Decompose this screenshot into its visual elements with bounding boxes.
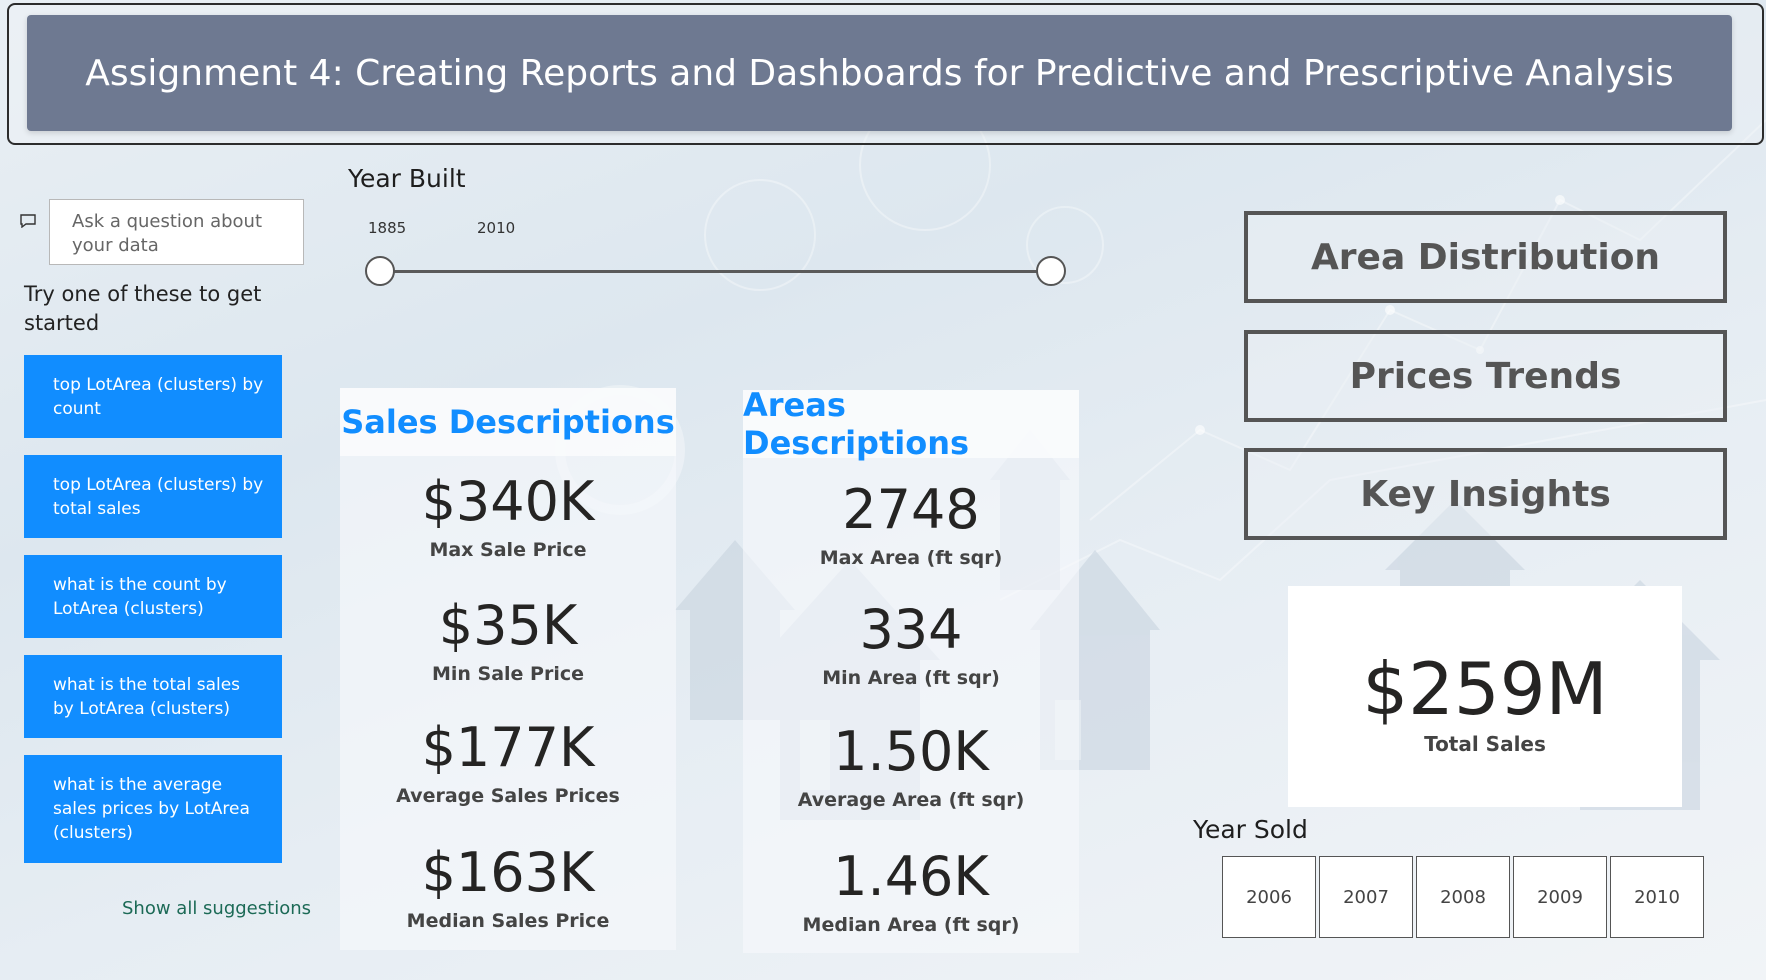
areas-descriptions-title: Areas Descriptions [743, 386, 1079, 462]
kpi-value: 1.46K [833, 845, 989, 908]
areas-descriptions-card: Areas Descriptions 2748 Max Area (ft sqr… [743, 386, 1079, 953]
kpi-label: Min Sale Price [431, 663, 585, 685]
kpi-max-area: 2748 Max Area (ft sqr) [743, 478, 1079, 570]
sales-descriptions-title: Sales Descriptions [340, 388, 676, 456]
kpi-label: Max Area (ft sqr) [819, 547, 1003, 569]
qa-suggestion-button[interactable]: what is the count by LotArea (clusters) [24, 555, 282, 638]
qa-prompt-text: Try one of these to get started [24, 282, 262, 335]
key-insights-button[interactable]: Key Insights [1244, 448, 1727, 540]
kpi-median-sales-price: $163K Median Sales Price [340, 841, 676, 933]
prices-trends-button[interactable]: Prices Trends [1244, 330, 1727, 422]
sales-descriptions-card: Sales Descriptions $340K Max Sale Price … [340, 388, 676, 950]
kpi-value: $163K [421, 841, 595, 904]
kpi-value: 2748 [842, 478, 980, 541]
show-all-suggestions-link[interactable]: Show all suggestions [122, 898, 311, 919]
year-sold-title: Year Sold [1193, 815, 1308, 844]
title-container: Assignment 4: Creating Reports and Dashb… [7, 3, 1764, 145]
year-sold-tile-2010[interactable]: 2010 [1610, 856, 1704, 938]
chat-icon [20, 214, 36, 228]
year-sold-tile-2006[interactable]: 2006 [1222, 856, 1316, 938]
year-built-end-handle[interactable] [1036, 256, 1066, 286]
qa-suggestion-button[interactable]: top LotArea (clusters) by count [24, 355, 282, 438]
total-sales-label: Total Sales [1424, 732, 1546, 756]
year-built-slider-track[interactable] [380, 270, 1051, 273]
kpi-max-sale-price: $340K Max Sale Price [340, 470, 676, 562]
year-sold-tile-2007[interactable]: 2007 [1319, 856, 1413, 938]
qa-suggestion-button[interactable]: top LotArea (clusters) by total sales [24, 455, 282, 538]
year-built-title: Year Built [348, 164, 466, 193]
total-sales-card: $259M Total Sales [1288, 586, 1682, 807]
kpi-label: Min Area (ft sqr) [822, 667, 1000, 689]
kpi-average-sales-prices: $177K Average Sales Prices [340, 716, 676, 808]
kpi-min-area: 334 Min Area (ft sqr) [743, 598, 1079, 690]
area-distribution-button[interactable]: Area Distribution [1244, 211, 1727, 303]
kpi-label: Average Sales Prices [396, 785, 620, 807]
year-built-start-handle[interactable] [365, 256, 395, 286]
kpi-label: Median Sales Price [406, 910, 610, 932]
kpi-label: Average Area (ft sqr) [797, 789, 1025, 811]
year-sold-tile-2008[interactable]: 2008 [1416, 856, 1510, 938]
kpi-value: $177K [421, 716, 595, 779]
qa-suggestion-button[interactable]: what is the average sales prices by LotA… [24, 755, 282, 863]
qa-suggestion-button[interactable]: what is the total sales by LotArea (clus… [24, 655, 282, 738]
kpi-value: 1.50K [833, 720, 989, 783]
qa-question-input[interactable]: Ask a question about your data [49, 199, 304, 265]
year-sold-tile-2009[interactable]: 2009 [1513, 856, 1607, 938]
kpi-label: Max Sale Price [429, 539, 587, 561]
kpi-value: $340K [421, 470, 595, 533]
page-title: Assignment 4: Creating Reports and Dashb… [27, 15, 1732, 131]
total-sales-value: $259M [1362, 647, 1608, 731]
kpi-label: Median Area (ft sqr) [802, 914, 1020, 936]
kpi-median-area: 1.46K Median Area (ft sqr) [743, 845, 1079, 937]
year-built-end-value: 2010 [477, 219, 516, 237]
kpi-value: $35K [438, 594, 578, 657]
kpi-min-sale-price: $35K Min Sale Price [340, 594, 676, 686]
kpi-value: 334 [859, 598, 963, 661]
kpi-average-area: 1.50K Average Area (ft sqr) [743, 720, 1079, 812]
year-built-start-value: 1885 [368, 219, 407, 237]
